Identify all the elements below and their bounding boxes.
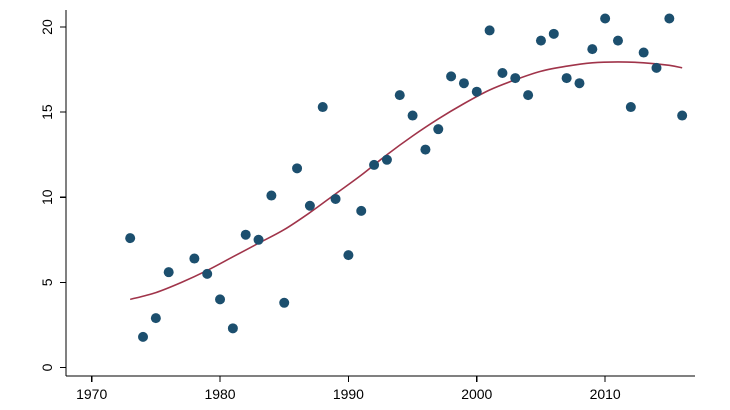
scatter-point	[574, 78, 585, 89]
scatter-point	[394, 90, 405, 101]
scatter-point	[330, 193, 341, 204]
x-tick-label: 1980	[204, 386, 235, 402]
x-tick-label: 2010	[590, 386, 621, 402]
scatter-point	[240, 229, 251, 240]
y-tick-label: 20	[39, 19, 55, 35]
scatter-point	[369, 159, 380, 170]
y-axis: 0 5 10 15 20	[39, 10, 67, 376]
scatter-point	[138, 331, 149, 342]
x-tick-label: 1970	[76, 386, 107, 402]
scatter-point	[484, 25, 495, 36]
scatter-point	[215, 294, 226, 305]
scatter-point	[548, 28, 559, 39]
scatter-point	[535, 35, 546, 46]
scatter-point	[292, 163, 303, 174]
scatter-point	[523, 90, 534, 101]
scatter-point	[317, 102, 328, 113]
scatter-point	[343, 250, 354, 261]
scatter-point	[381, 154, 392, 165]
scatter-point	[202, 268, 213, 279]
scatter-point	[433, 124, 444, 135]
scatter-point	[664, 13, 675, 24]
scatter-point	[279, 297, 290, 308]
x-axis: 1970 1980 1990 2000 2010	[66, 375, 695, 402]
y-tick-label: 0	[39, 363, 55, 371]
scatter-point	[189, 253, 200, 264]
scatter-point	[625, 102, 636, 113]
scatter-point	[304, 200, 315, 211]
scatter-point	[253, 234, 264, 245]
scatter-point	[266, 190, 277, 201]
scatter-point	[612, 35, 623, 46]
scatter-point	[356, 205, 367, 216]
scatter-point	[420, 144, 431, 155]
scatter-point	[446, 71, 457, 82]
fit-line-layer	[129, 61, 683, 301]
data-points	[125, 13, 688, 342]
y-tick-label: 15	[39, 104, 55, 120]
y-tick-label: 5	[39, 278, 55, 286]
scatter-point	[638, 47, 649, 58]
scatter-point	[651, 62, 662, 73]
scatter-point	[227, 323, 238, 334]
scatter-point	[125, 233, 136, 244]
fit-line	[129, 61, 683, 301]
scatter-point	[150, 313, 161, 324]
scatter-point	[163, 267, 174, 278]
x-tick-label: 1990	[333, 386, 364, 402]
y-tick-label: 10	[39, 189, 55, 205]
x-tick-label: 2000	[461, 386, 492, 402]
scatter-point	[497, 67, 508, 78]
scatter-point	[458, 78, 469, 89]
scatter-point	[600, 13, 611, 24]
scatter-point	[587, 44, 598, 55]
scatter-point	[471, 86, 482, 97]
scatter-point	[561, 73, 572, 84]
scatter-point	[510, 73, 521, 84]
scatter-point	[407, 110, 418, 121]
scatter-point	[677, 110, 688, 121]
